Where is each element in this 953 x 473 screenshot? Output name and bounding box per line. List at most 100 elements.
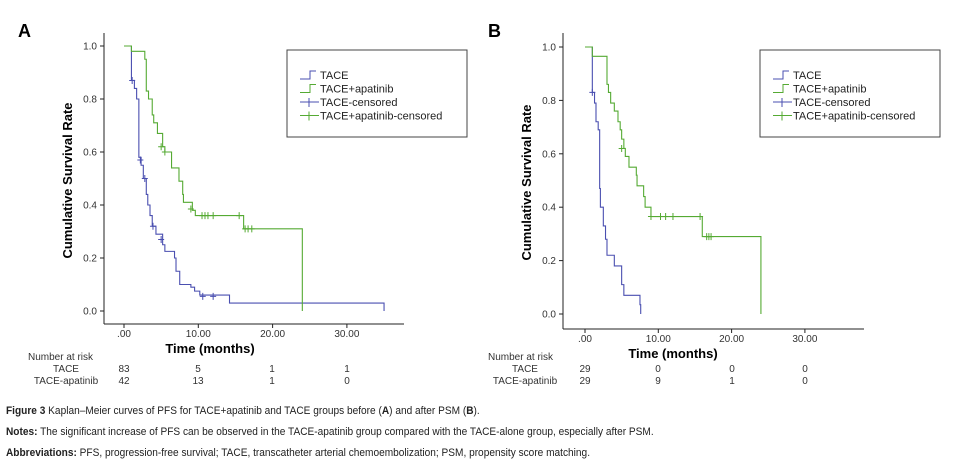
panel-a-censor-mark bbox=[137, 156, 144, 164]
figure-label: Figure 3 bbox=[6, 405, 46, 417]
caption-end: ). bbox=[473, 405, 480, 417]
panel-a-legend-box bbox=[286, 49, 468, 138]
abbr-text: PFS, progression-free survival; TACE, tr… bbox=[76, 447, 591, 459]
panel-b-y-tick-label: 0.8 bbox=[542, 96, 556, 107]
panel-b-risk-value: 0 bbox=[729, 364, 735, 375]
panel-a-censor-mark bbox=[210, 212, 217, 220]
panel-b-risk-row-label: TACE bbox=[512, 364, 538, 375]
figure-notes: Notes: The significant increase of PFS c… bbox=[6, 426, 654, 438]
km-figure-svg: A0.00.20.40.60.81.0.00 10.00 20.00 30.00Tim… bbox=[18, 21, 941, 387]
panel-a-censor-mark bbox=[161, 148, 168, 156]
panel-b-risk-row-label: TACE-apatinib bbox=[493, 376, 558, 387]
panel-b-label: B bbox=[488, 21, 501, 41]
panel-b-y-axis-title: Cumulative Survival Rate bbox=[519, 104, 534, 260]
panel-a-legend-line-icon bbox=[300, 84, 316, 93]
panel-a-y-tick-label: 0.4 bbox=[83, 201, 97, 212]
panel-b-legend-line-icon bbox=[773, 70, 789, 80]
panel-b-censor-mark bbox=[697, 213, 704, 221]
panel-b-y-tick-label: 0.6 bbox=[542, 149, 556, 160]
panel-b-censor-mark bbox=[708, 233, 715, 241]
figure-abbreviations: Abbreviations: PFS, progression-free sur… bbox=[6, 447, 590, 459]
caption-a: A bbox=[381, 405, 390, 417]
panel-b-legend-line-icon bbox=[773, 84, 789, 93]
panel-a-censor-mark bbox=[199, 292, 206, 300]
panel-b-x-tick-label: 20.00 bbox=[719, 334, 744, 345]
panel-b-curve-tace bbox=[585, 46, 642, 314]
panel-b-censor-mark bbox=[657, 213, 664, 221]
panel-a-x-tick-label: .00 bbox=[117, 329, 131, 340]
notes-text: The significant increase of PFS can be o… bbox=[37, 426, 654, 438]
panel-a-censor-mark bbox=[158, 235, 165, 243]
panel-b-censor-mark bbox=[662, 213, 669, 221]
panel-b-y-tick-label: 0.2 bbox=[542, 256, 556, 267]
panel-a-legend-censor-icon bbox=[300, 111, 319, 121]
panel-a-y-tick-label: 0.0 bbox=[83, 307, 97, 318]
panel-a-censor-mark bbox=[158, 143, 165, 151]
panel-a-y-tick-label: 1.0 bbox=[83, 42, 97, 53]
panel-b-legend-item: TACE-censored bbox=[793, 97, 870, 109]
panel-a-censor-mark bbox=[210, 292, 217, 300]
panel-a-legend-censor-icon bbox=[300, 98, 319, 107]
panel-b-risk-value: 29 bbox=[579, 364, 591, 375]
panel-b-censor-mark bbox=[669, 213, 676, 221]
panel-a-y-tick-label: 0.8 bbox=[83, 95, 97, 106]
panel-a-x-tick-label: 30.00 bbox=[334, 329, 359, 340]
panel-a-risk-value: 1 bbox=[269, 364, 275, 375]
panel-a-curve-tace-apatinib bbox=[124, 45, 303, 311]
panel-a-x-tick-label: 10.00 bbox=[186, 329, 211, 340]
panel-b-legend-item: TACE+apatinib bbox=[793, 84, 866, 96]
panel-a-y-tick-label: 0.2 bbox=[83, 254, 97, 265]
panel-a-risk-value: 1 bbox=[269, 376, 275, 387]
panel-a-legend-item: TACE+apatinib bbox=[320, 84, 393, 96]
panel-a-risk-value: 5 bbox=[195, 364, 201, 375]
panel-a-legend-item: TACE+apatinib-censored bbox=[320, 111, 442, 123]
panel-b-legend-censor-icon bbox=[773, 98, 792, 107]
panel-a-risk-row-label: TACE bbox=[53, 364, 79, 375]
caption-text: Kaplan–Meier curves of PFS for TACE+apat… bbox=[45, 405, 382, 417]
panel-b-legend-item: TACE bbox=[793, 70, 822, 82]
panel-b-legend-item: TACE+apatinib-censored bbox=[793, 111, 915, 123]
panel-b-x-tick-label: .00 bbox=[578, 334, 592, 345]
panel-b-risk-table-title: Number at risk bbox=[488, 352, 554, 363]
panel-a-censor-mark bbox=[248, 225, 255, 233]
panel-b-risk-value: 29 bbox=[579, 376, 591, 387]
panel-b-legend-censor-icon bbox=[773, 111, 792, 121]
panel-b-y-tick-label: 0.4 bbox=[542, 203, 556, 214]
panel-a-risk-value: 83 bbox=[118, 364, 130, 375]
panel-a-x-tick-label: 20.00 bbox=[260, 329, 285, 340]
caption-b: B bbox=[466, 405, 474, 417]
panel-a-risk-table-title: Number at risk bbox=[28, 352, 94, 363]
panel-a-legend-line-icon bbox=[300, 70, 316, 80]
panel-b-y-tick-label: 1.0 bbox=[542, 43, 556, 54]
panel-b-risk-value: 0 bbox=[802, 376, 808, 387]
panel-a-label: A bbox=[18, 21, 31, 41]
panel-b-legend-box bbox=[759, 49, 941, 138]
panel-a-risk-value: 13 bbox=[192, 376, 204, 387]
panel-a-risk-value: 42 bbox=[118, 376, 130, 387]
panel-b-x-tick-label: 10.00 bbox=[646, 334, 671, 345]
panel-b-censor-mark bbox=[589, 88, 596, 96]
panel-b-x-tick-label: 30.00 bbox=[792, 334, 817, 345]
panel-b-risk-value: 9 bbox=[655, 376, 661, 387]
panel-a-y-tick-label: 0.6 bbox=[83, 148, 97, 159]
panel-a-censor-mark bbox=[141, 175, 148, 182]
panel-a-risk-value: 1 bbox=[344, 364, 350, 375]
panel-a-x-axis-title: Time (months) bbox=[165, 341, 254, 356]
panel-a-censor-mark bbox=[187, 205, 194, 213]
panel-b-y-tick-label: 0.0 bbox=[542, 310, 556, 321]
caption-mid: ) and after PSM ( bbox=[389, 405, 467, 417]
panel-a-risk-value: 0 bbox=[344, 376, 350, 387]
figure-caption: Figure 3 Kaplan–Meier curves of PFS for … bbox=[6, 405, 480, 417]
abbr-label: Abbreviations: bbox=[6, 447, 77, 459]
panel-a-censor-mark bbox=[236, 212, 243, 220]
panel-b-curve-tace-apatinib bbox=[585, 46, 762, 314]
panel-b-x-axis-title: Time (months) bbox=[628, 346, 717, 361]
panel-a-censor-mark bbox=[129, 76, 136, 84]
panel-a-y-axis-title: Cumulative Survival Rate bbox=[60, 102, 75, 258]
panel-a-legend-item: TACE bbox=[320, 70, 349, 82]
panel-a-legend-item: TACE-censored bbox=[320, 97, 397, 109]
panel-a-censor-mark bbox=[149, 222, 156, 230]
panel-b-risk-value: 1 bbox=[729, 376, 735, 387]
panel-b-risk-value: 0 bbox=[655, 364, 661, 375]
